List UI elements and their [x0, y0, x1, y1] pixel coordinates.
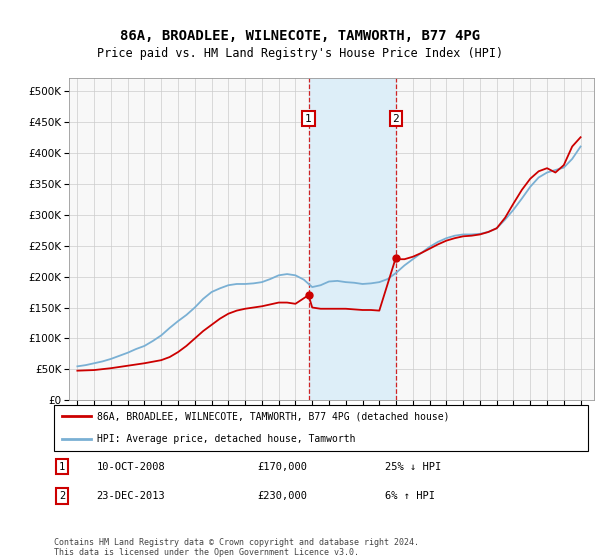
Text: 1: 1: [59, 461, 65, 472]
Bar: [308, 78, 396, 400]
Text: 86A, BROADLEE, WILNECOTE, TAMWORTH, B77 4PG: 86A, BROADLEE, WILNECOTE, TAMWORTH, B77 …: [120, 29, 480, 44]
FancyBboxPatch shape: [54, 405, 588, 451]
Text: 6% ↑ HPI: 6% ↑ HPI: [385, 491, 435, 501]
Text: 1: 1: [305, 114, 312, 124]
Text: £230,000: £230,000: [257, 491, 307, 501]
Text: 2: 2: [392, 114, 399, 124]
Text: Contains HM Land Registry data © Crown copyright and database right 2024.
This d: Contains HM Land Registry data © Crown c…: [54, 538, 419, 557]
Text: 2: 2: [59, 491, 65, 501]
Text: HPI: Average price, detached house, Tamworth: HPI: Average price, detached house, Tamw…: [97, 435, 355, 444]
Text: £170,000: £170,000: [257, 461, 307, 472]
Text: 86A, BROADLEE, WILNECOTE, TAMWORTH, B77 4PG (detached house): 86A, BROADLEE, WILNECOTE, TAMWORTH, B77 …: [97, 412, 449, 421]
Text: 23-DEC-2013: 23-DEC-2013: [97, 491, 166, 501]
Text: Price paid vs. HM Land Registry's House Price Index (HPI): Price paid vs. HM Land Registry's House …: [97, 46, 503, 60]
Text: 25% ↓ HPI: 25% ↓ HPI: [385, 461, 442, 472]
Text: 10-OCT-2008: 10-OCT-2008: [97, 461, 166, 472]
